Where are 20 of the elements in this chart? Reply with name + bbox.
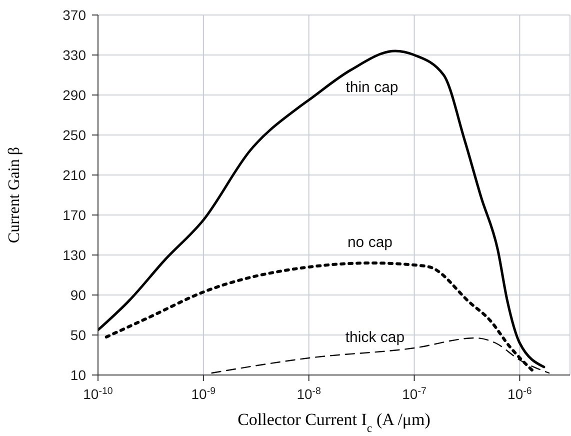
x-tick-label: 10$^{-8}$ <box>296 386 322 402</box>
x-tick-label: 10$^{-7}$ <box>402 386 426 402</box>
y-tick-label: 370 <box>62 7 86 23</box>
y-tick-label: 210 <box>62 167 86 183</box>
y-tick-label: 250 <box>62 127 86 143</box>
annotation: thin cap <box>346 79 398 96</box>
y-tick-label: 130 <box>62 247 86 263</box>
y-tick-label: 50 <box>70 327 86 343</box>
annotation: thick cap <box>345 329 405 346</box>
x-axis-title: Collector Current I$_{c}$ (A /μm) <box>238 410 430 435</box>
x-tick-label: 10$^{-10}$ <box>83 386 114 402</box>
y-tick-label: 330 <box>62 47 86 63</box>
annotation: no cap <box>347 234 393 251</box>
y-tick-label: 170 <box>62 207 86 223</box>
x-tick-label: 10$^{-9}$ <box>191 386 216 402</box>
y-axis-title: Current Gain β <box>6 146 22 244</box>
y-tick-label: 290 <box>62 87 86 103</box>
x-tick-label: 10$^{-6}$ <box>508 386 532 402</box>
y-tick-label: 90 <box>70 287 86 303</box>
y-tick-label: 10 <box>70 367 86 383</box>
